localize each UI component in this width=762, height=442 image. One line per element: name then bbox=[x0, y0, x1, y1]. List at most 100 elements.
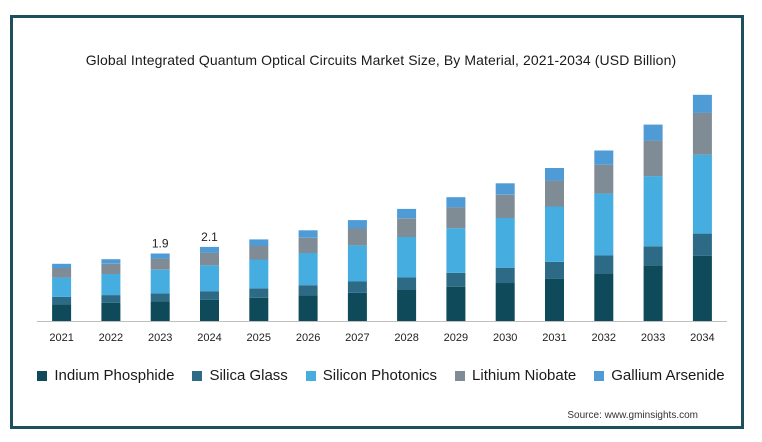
bar-segment-silica-glass-2033 bbox=[643, 246, 663, 266]
bar-segment-lithium-niobate-2034 bbox=[692, 112, 712, 155]
bar-segment-gallium-arsenide-2028 bbox=[397, 208, 417, 219]
bar-segment-gallium-arsenide-2024 bbox=[200, 246, 219, 253]
bar-segment-indium-phosphide-2030 bbox=[495, 283, 515, 321]
bar-segment-silicon-photonics-2026 bbox=[298, 252, 318, 286]
bar-segment-indium-phosphide-2032 bbox=[594, 274, 614, 321]
bar-segment-silica-glass-2027 bbox=[347, 281, 367, 293]
bar-segment-indium-phosphide-2026 bbox=[298, 295, 318, 321]
bar-segment-lithium-niobate-2021 bbox=[52, 268, 72, 278]
bar-segment-silica-glass-2031 bbox=[545, 262, 564, 279]
bar-segment-lithium-niobate-2025 bbox=[249, 246, 269, 260]
bar-segment-gallium-arsenide-2031 bbox=[545, 168, 564, 181]
bar-segment-gallium-arsenide-2032 bbox=[594, 150, 614, 165]
bar-segment-gallium-arsenide-2027 bbox=[347, 220, 367, 229]
bar-segment-gallium-arsenide-2022 bbox=[101, 259, 121, 264]
bar-segment-silicon-photonics-2025 bbox=[249, 259, 269, 289]
x-tick-label-2027: 2027 bbox=[345, 332, 369, 344]
bar-segment-silicon-photonics-2024 bbox=[200, 265, 219, 292]
data-label-2023: 1.9 bbox=[152, 237, 169, 251]
legend-swatch bbox=[305, 370, 316, 381]
bar-segment-lithium-niobate-2028 bbox=[397, 218, 417, 237]
legend-swatch bbox=[37, 370, 48, 381]
x-tick-label-2022: 2022 bbox=[99, 332, 123, 344]
bar-segment-indium-phosphide-2024 bbox=[200, 299, 219, 321]
bar-segment-indium-phosphide-2027 bbox=[347, 293, 367, 321]
bar-segment-indium-phosphide-2033 bbox=[643, 265, 663, 321]
x-tick-label-2030: 2030 bbox=[493, 332, 517, 344]
bar-segment-silica-glass-2029 bbox=[446, 272, 466, 287]
bar-segment-gallium-arsenide-2025 bbox=[249, 239, 269, 246]
legend-label: Silicon Photonics bbox=[322, 367, 438, 384]
legend-swatch bbox=[192, 370, 203, 381]
bar-segment-silicon-photonics-2032 bbox=[594, 193, 614, 256]
bar-segment-silicon-photonics-2028 bbox=[397, 237, 417, 278]
bar-segment-gallium-arsenide-2034 bbox=[692, 94, 712, 113]
legend-label: Silica Glass bbox=[209, 367, 288, 384]
chart-legend: Indium Phosphide Silica Glass Silicon Phot… bbox=[0, 367, 762, 384]
bar-segment-gallium-arsenide-2021 bbox=[52, 263, 72, 268]
bar-segment-silica-glass-2025 bbox=[249, 288, 269, 298]
legend-label: Indium Phosphide bbox=[54, 367, 175, 384]
bar-segment-indium-phosphide-2021 bbox=[52, 304, 72, 321]
bar-segment-indium-phosphide-2025 bbox=[249, 297, 269, 321]
bar-segment-silica-glass-2026 bbox=[298, 285, 318, 296]
bar-segment-gallium-arsenide-2033 bbox=[643, 124, 663, 141]
bar-segment-silicon-photonics-2033 bbox=[643, 176, 663, 247]
bar-segment-lithium-niobate-2023 bbox=[150, 258, 170, 270]
bar-segment-silicon-photonics-2027 bbox=[347, 245, 367, 282]
bar-segment-indium-phosphide-2029 bbox=[446, 286, 466, 321]
bar-segment-gallium-arsenide-2029 bbox=[446, 197, 466, 208]
chart-title: Global Integrated Quantum Optical Circui… bbox=[85, 52, 677, 68]
bar-segment-silicon-photonics-2021 bbox=[52, 277, 72, 297]
legend-swatch bbox=[594, 370, 605, 381]
bar-segment-lithium-niobate-2022 bbox=[101, 263, 121, 274]
bar-segment-silica-glass-2030 bbox=[495, 267, 515, 284]
bar-segment-lithium-niobate-2030 bbox=[495, 194, 515, 218]
x-tick-label-2028: 2028 bbox=[394, 332, 418, 344]
legend-item-gallium-arsenide: Gallium Arsenide bbox=[594, 367, 725, 384]
bar-segment-silicon-photonics-2022 bbox=[101, 274, 121, 296]
data-label-2024: 2.1 bbox=[201, 230, 218, 244]
legend-label: Lithium Niobate bbox=[472, 367, 577, 384]
bar-segment-silica-glass-2034 bbox=[692, 233, 712, 256]
bar-segment-gallium-arsenide-2030 bbox=[495, 183, 515, 195]
bar-segment-silicon-photonics-2030 bbox=[495, 218, 515, 268]
x-tick-label-2026: 2026 bbox=[296, 332, 320, 344]
bar-segment-silica-glass-2028 bbox=[397, 277, 417, 290]
x-tick-label-2034: 2034 bbox=[690, 332, 714, 344]
bar-segment-silica-glass-2032 bbox=[594, 255, 614, 274]
x-tick-label-2021: 2021 bbox=[49, 332, 73, 344]
bar-segment-lithium-niobate-2033 bbox=[643, 140, 663, 177]
bar-segment-gallium-arsenide-2026 bbox=[298, 230, 318, 238]
bar-segment-silicon-photonics-2031 bbox=[545, 206, 564, 262]
bar-segment-lithium-niobate-2032 bbox=[594, 164, 614, 194]
legend-item-silica-glass: Silica Glass bbox=[192, 367, 288, 384]
chart-frame bbox=[10, 15, 744, 429]
bar-segment-lithium-niobate-2026 bbox=[298, 237, 318, 253]
bar-segment-lithium-niobate-2027 bbox=[347, 228, 367, 246]
legend-item-lithium-niobate: Lithium Niobate bbox=[455, 367, 576, 384]
x-tick-label-2023: 2023 bbox=[148, 332, 172, 344]
bar-segment-gallium-arsenide-2023 bbox=[150, 253, 170, 259]
bar-segment-indium-phosphide-2022 bbox=[101, 302, 121, 321]
bar-segment-silicon-photonics-2029 bbox=[446, 228, 466, 273]
bar-segment-silicon-photonics-2023 bbox=[150, 269, 170, 294]
bar-segment-silica-glass-2022 bbox=[101, 295, 121, 303]
legend-item-silicon-photonics: Silicon Photonics bbox=[305, 367, 438, 384]
bar-segment-indium-phosphide-2031 bbox=[545, 278, 564, 321]
source-note: Source: www.gminsights.com bbox=[567, 410, 698, 421]
bar-segment-silica-glass-2024 bbox=[200, 291, 219, 300]
bar-segment-indium-phosphide-2034 bbox=[692, 255, 712, 321]
bar-segment-indium-phosphide-2023 bbox=[150, 301, 170, 321]
legend-swatch bbox=[455, 370, 466, 381]
x-tick-label-2031: 2031 bbox=[542, 332, 566, 344]
bar-segment-silica-glass-2023 bbox=[150, 293, 170, 302]
x-tick-label-2024: 2024 bbox=[197, 332, 221, 344]
bar-segment-silicon-photonics-2034 bbox=[692, 154, 712, 234]
x-tick-label-2032: 2032 bbox=[592, 332, 616, 344]
legend-label: Gallium Arsenide bbox=[611, 367, 725, 384]
x-tick-label-2025: 2025 bbox=[247, 332, 271, 344]
bar-segment-silica-glass-2021 bbox=[52, 296, 72, 305]
bar-segment-lithium-niobate-2031 bbox=[545, 180, 564, 207]
